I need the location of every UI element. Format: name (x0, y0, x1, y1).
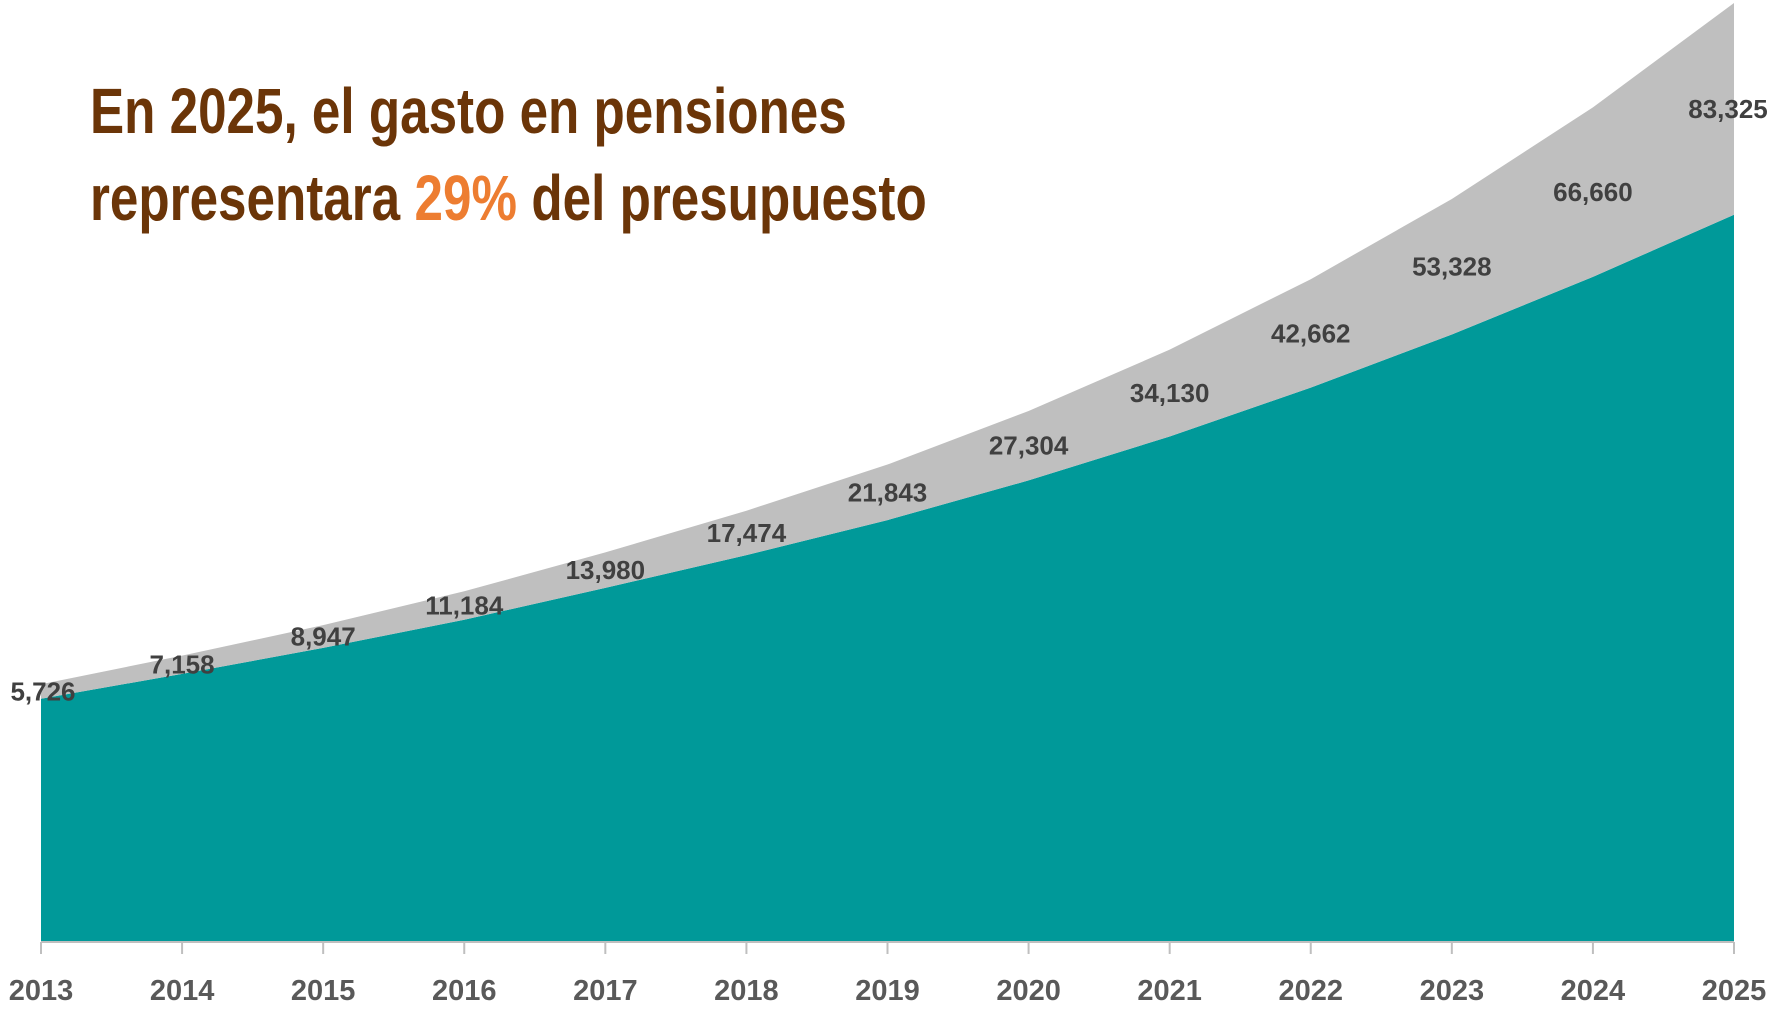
x-tick-label: 2020 (996, 975, 1061, 1007)
value-label: 34,130 (1130, 378, 1210, 408)
title-text: representara (90, 164, 401, 235)
value-label: 83,325 (1688, 94, 1768, 124)
x-tick-label: 2015 (291, 975, 356, 1007)
area (41, 3, 1734, 699)
value-label: 21,843 (848, 477, 928, 507)
x-tick-label: 2022 (1278, 975, 1343, 1007)
value-label: 11,184 (425, 590, 504, 620)
value-label: 42,662 (1271, 318, 1351, 348)
plot: 2013 2014 2015 2016 2017 2018 2019 2020 2021 2022… (9, 3, 1768, 1007)
title-line: En 2025, el gasto en pensiones (90, 77, 847, 148)
value-label: 8,947 (291, 622, 356, 652)
title-text: del presupuesto (531, 164, 926, 235)
x-tick-label: 2017 (573, 975, 638, 1007)
value-label: 13,980 (566, 555, 646, 585)
x-tick-label: 2021 (1137, 975, 1202, 1007)
x-tick-label: 2013 (9, 975, 74, 1007)
x-tick-label: 2024 (1561, 975, 1626, 1007)
value-label: 17,474 (707, 518, 787, 548)
value-label: 7,158 (150, 650, 215, 680)
x-tick-label: 2016 (432, 975, 497, 1007)
x-tick-label: 2018 (714, 975, 779, 1007)
x-tick-label: 2023 (1420, 975, 1485, 1007)
area (41, 214, 1734, 942)
title-highlight: 29% (415, 164, 517, 235)
x-tick-label: 2014 (150, 975, 215, 1007)
value-label: 5,726 (10, 676, 75, 706)
x-tick-label: 2019 (855, 975, 920, 1007)
x-tick-label: 2025 (1702, 975, 1767, 1007)
value-label: 66,660 (1553, 177, 1633, 207)
title-line: representara 29% del presupuesto (90, 164, 927, 235)
value-label: 53,328 (1412, 252, 1492, 282)
value-label: 27,304 (989, 431, 1069, 461)
title: En 2025, el gasto en pensiones represent… (90, 77, 927, 235)
